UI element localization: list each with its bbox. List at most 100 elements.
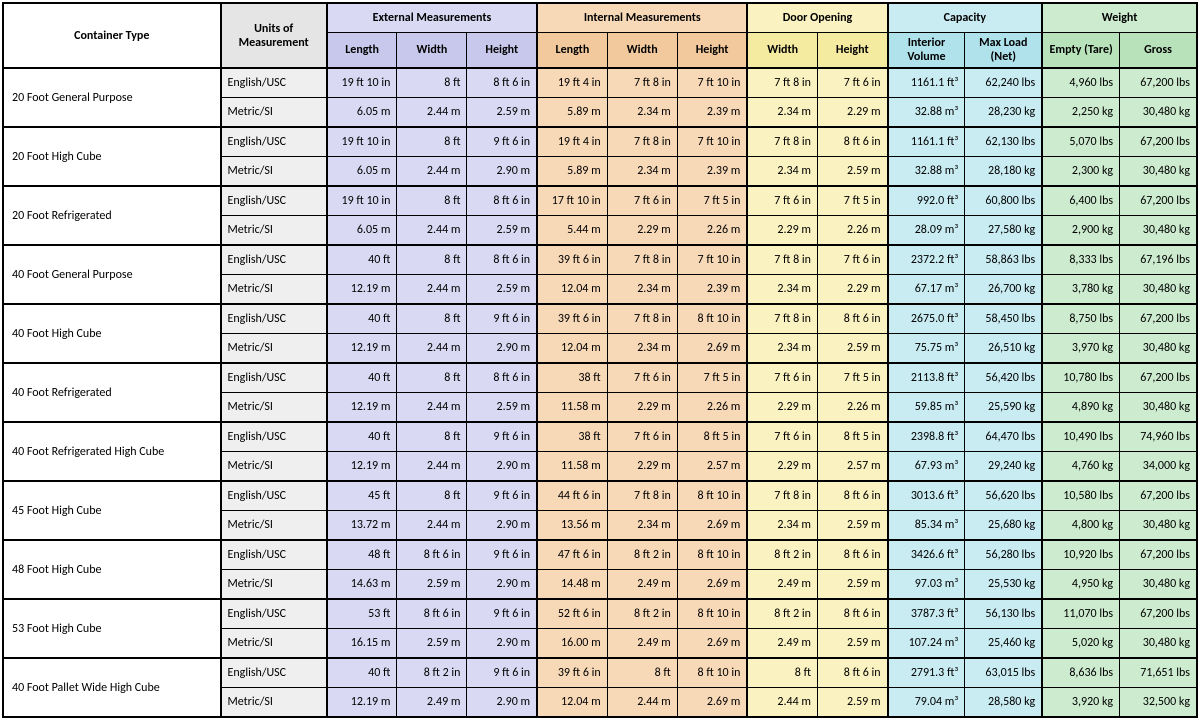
data-cell: 2.49 m	[747, 570, 817, 600]
data-cell: 8 ft 2 in	[397, 658, 467, 688]
data-cell: 2.59 m	[467, 393, 537, 423]
data-cell: 8 ft 6 in	[467, 68, 537, 98]
table-row: 40 Foot General PurposeEnglish/USC40 ft8…	[3, 245, 1197, 275]
data-cell: 13.56 m	[537, 511, 607, 541]
units-cell: Metric/SI	[221, 688, 327, 718]
data-cell: 2.69 m	[677, 511, 747, 541]
data-cell: 12.04 m	[537, 334, 607, 364]
data-cell: 67,200 lbs	[1120, 68, 1197, 98]
data-cell: 9 ft 6 in	[467, 599, 537, 629]
data-cell: 7 ft 6 in	[817, 245, 887, 275]
container-name: 20 Foot Refrigerated	[3, 186, 221, 245]
data-cell: 12.19 m	[327, 452, 397, 482]
data-cell: 14.63 m	[327, 570, 397, 600]
data-cell: 58,863 lbs	[965, 245, 1042, 275]
data-cell: 2.39 m	[677, 275, 747, 305]
data-cell: 62,240 lbs	[965, 68, 1042, 98]
data-cell: 2.34 m	[747, 98, 817, 128]
data-cell: 7 ft 5 in	[817, 186, 887, 216]
container-specs-table: Container Type Units of Measurement Exte…	[2, 2, 1198, 718]
data-cell: 2,900 kg	[1042, 216, 1119, 246]
data-cell: 2675.0 ft³	[888, 304, 965, 334]
table-row: 20 Foot RefrigeratedEnglish/USC19 ft 10 …	[3, 186, 1197, 216]
data-cell: 26,510 kg	[965, 334, 1042, 364]
data-cell: 2.29 m	[817, 98, 887, 128]
units-cell: Metric/SI	[221, 511, 327, 541]
data-cell: 2.29 m	[607, 393, 677, 423]
data-cell: 56,620 lbs	[965, 481, 1042, 511]
data-cell: 2.49 m	[397, 688, 467, 718]
data-cell: 2.90 m	[467, 629, 537, 659]
data-cell: 2.49 m	[747, 629, 817, 659]
data-cell: 8 ft	[397, 422, 467, 452]
data-cell: 19 ft 10 in	[327, 127, 397, 157]
units-cell: English/USC	[221, 304, 327, 334]
data-cell: 7 ft 6 in	[747, 363, 817, 393]
data-cell: 8 ft 6 in	[817, 540, 887, 570]
data-cell: 17 ft 10 in	[537, 186, 607, 216]
data-cell: 2.29 m	[607, 216, 677, 246]
data-cell: 2.26 m	[817, 393, 887, 423]
data-cell: 38 ft	[537, 422, 607, 452]
data-cell: 7 ft 6 in	[607, 186, 677, 216]
data-cell: 30,480 kg	[1120, 393, 1197, 423]
data-cell: 2.29 m	[747, 393, 817, 423]
hdr-int-volume: Interior Volume	[888, 33, 965, 69]
data-cell: 67,200 lbs	[1120, 540, 1197, 570]
data-cell: 34,000 kg	[1120, 452, 1197, 482]
data-cell: 53 ft	[327, 599, 397, 629]
data-cell: 67.17 m³	[888, 275, 965, 305]
data-cell: 79.04 m³	[888, 688, 965, 718]
data-cell: 7 ft 6 in	[607, 422, 677, 452]
data-cell: 8 ft 6 in	[467, 186, 537, 216]
units-cell: Metric/SI	[221, 393, 327, 423]
units-cell: Metric/SI	[221, 452, 327, 482]
data-cell: 2.59 m	[397, 629, 467, 659]
data-cell: 7 ft 8 in	[747, 68, 817, 98]
data-cell: 7 ft 8 in	[607, 245, 677, 275]
data-cell: 63,015 lbs	[965, 658, 1042, 688]
data-cell: 12.19 m	[327, 275, 397, 305]
data-cell: 19 ft 10 in	[327, 186, 397, 216]
hdr-capacity: Capacity	[888, 3, 1043, 33]
table-row: 45 Foot High CubeEnglish/USC45 ft8 ft9 f…	[3, 481, 1197, 511]
data-cell: 8 ft	[397, 245, 467, 275]
data-cell: 2.29 m	[747, 216, 817, 246]
data-cell: 3787.3 ft³	[888, 599, 965, 629]
hdr-ext-width: Width	[397, 33, 467, 69]
data-cell: 19 ft 10 in	[327, 68, 397, 98]
data-cell: 8 ft 6 in	[817, 599, 887, 629]
data-cell: 8 ft	[747, 658, 817, 688]
data-cell: 74,960 lbs	[1120, 422, 1197, 452]
data-cell: 67,200 lbs	[1120, 304, 1197, 334]
container-name: 53 Foot High Cube	[3, 599, 221, 658]
data-cell: 2.59 m	[817, 334, 887, 364]
data-cell: 30,480 kg	[1120, 216, 1197, 246]
data-cell: 8 ft 10 in	[677, 304, 747, 334]
data-cell: 8 ft	[397, 186, 467, 216]
data-cell: 40 ft	[327, 422, 397, 452]
container-name: 40 Foot Refrigerated	[3, 363, 221, 422]
container-name: 40 Foot Refrigerated High Cube	[3, 422, 221, 481]
data-cell: 11,070 lbs	[1042, 599, 1119, 629]
data-cell: 59.85 m³	[888, 393, 965, 423]
data-cell: 8 ft 10 in	[677, 599, 747, 629]
data-cell: 44 ft 6 in	[537, 481, 607, 511]
data-cell: 7 ft 10 in	[677, 68, 747, 98]
data-cell: 48 ft	[327, 540, 397, 570]
container-name: 48 Foot High Cube	[3, 540, 221, 599]
data-cell: 97.03 m³	[888, 570, 965, 600]
data-cell: 6.05 m	[327, 216, 397, 246]
data-cell: 9 ft 6 in	[467, 481, 537, 511]
data-cell: 8 ft 6 in	[817, 658, 887, 688]
data-cell: 7 ft 6 in	[817, 68, 887, 98]
table-row: 20 Foot General PurposeEnglish/USC19 ft …	[3, 68, 1197, 98]
data-cell: 10,920 lbs	[1042, 540, 1119, 570]
hdr-int-width: Width	[607, 33, 677, 69]
data-cell: 28.09 m³	[888, 216, 965, 246]
data-cell: 3,970 kg	[1042, 334, 1119, 364]
data-cell: 2.34 m	[607, 157, 677, 187]
data-cell: 3,920 kg	[1042, 688, 1119, 718]
data-cell: 2398.8 ft³	[888, 422, 965, 452]
hdr-weight: Weight	[1042, 3, 1197, 33]
